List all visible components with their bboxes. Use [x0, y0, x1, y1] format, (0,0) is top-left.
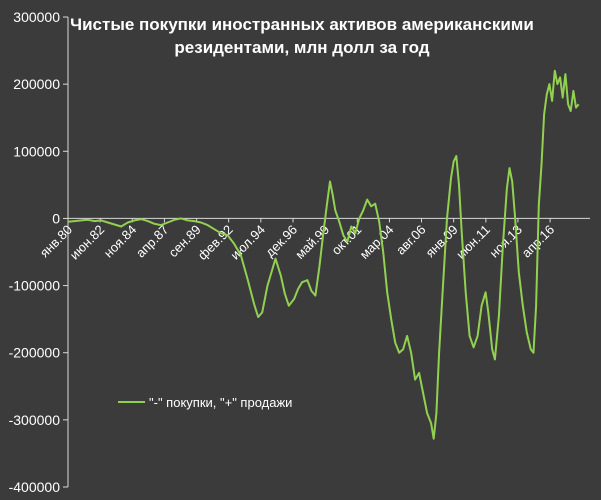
- y-axis: 300000 200000 100000 0 -100000 -200000 -300000…: [9, 9, 68, 495]
- y-tick-label: -200000: [9, 345, 61, 361]
- y-tick-label: 100000: [13, 143, 60, 159]
- y-tick-label: -300000: [9, 412, 61, 428]
- y-tick-label: -400000: [9, 479, 61, 495]
- y-tick-label: 0: [52, 210, 60, 226]
- y-tick-label: 200000: [13, 76, 60, 92]
- y-tick-label: 300000: [13, 9, 60, 25]
- chart-title-line-1: Чистые покупки иностранных активов амери…: [70, 15, 534, 34]
- y-tick-label: -100000: [9, 278, 61, 294]
- legend-label: "-" покупки, "+" продажи: [149, 395, 292, 410]
- legend: "-" покупки, "+" продажи: [118, 395, 292, 410]
- chart-title-line-2: резидентами, млн долл за год: [174, 38, 429, 57]
- series-line: [67, 69, 580, 440]
